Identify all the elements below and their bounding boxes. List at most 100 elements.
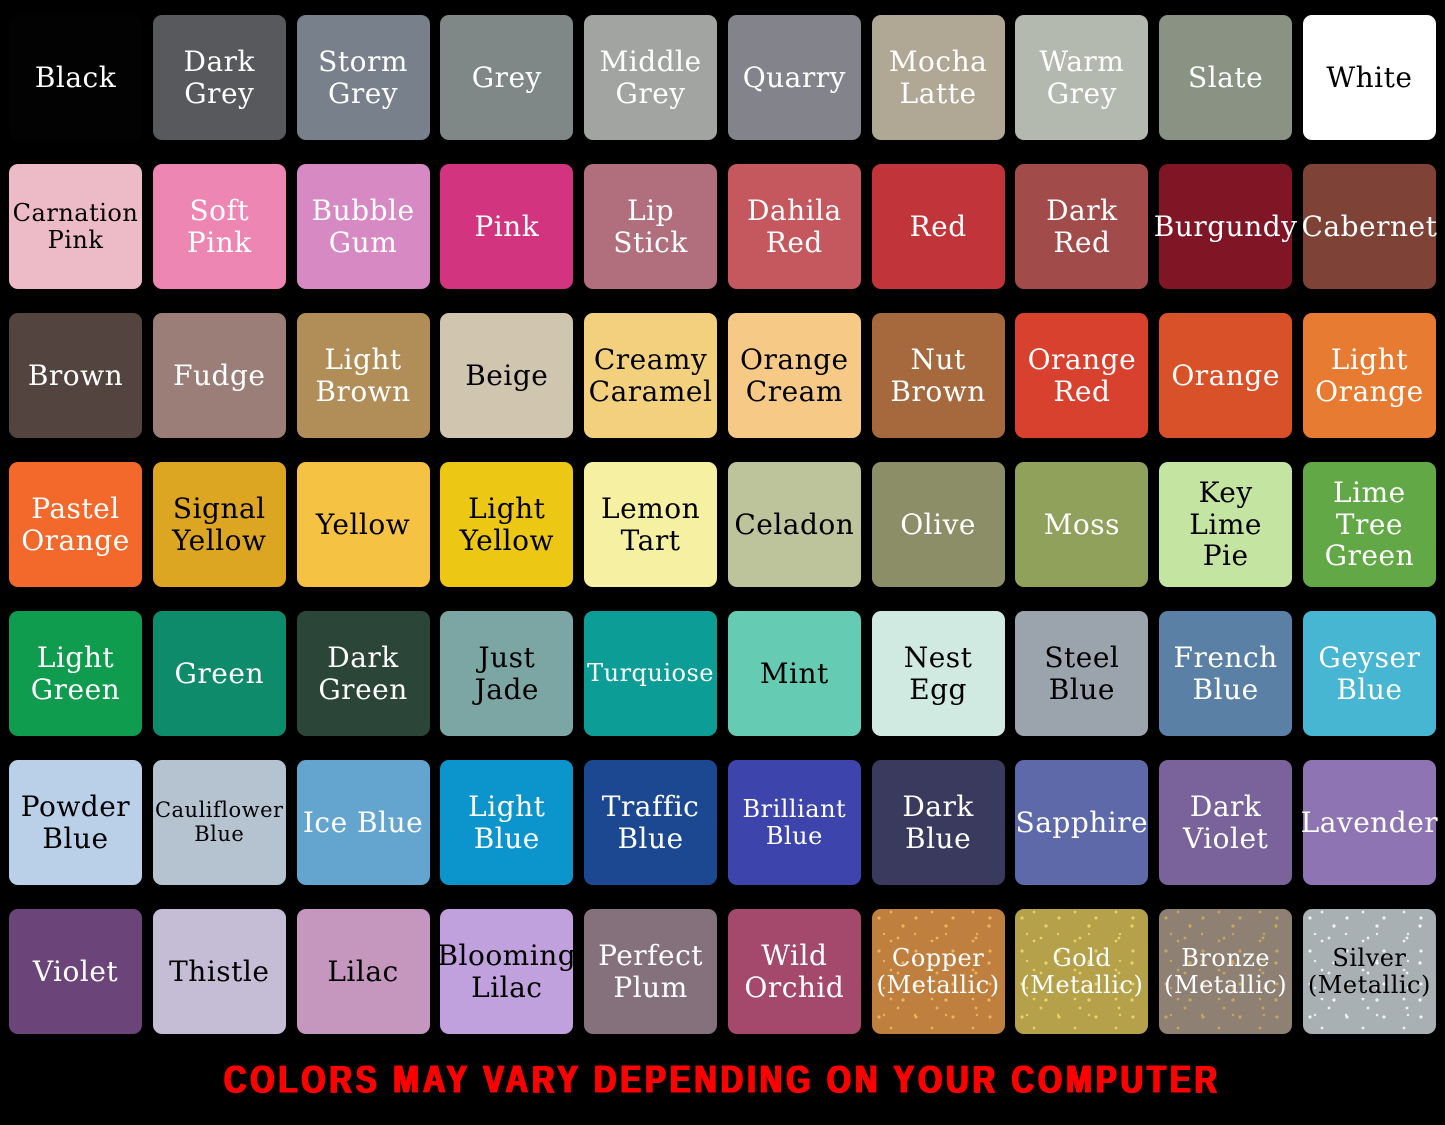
swatch-label: Silver (Metallic) — [1307, 943, 1431, 999]
swatch-label: Light Orange — [1315, 343, 1424, 408]
swatch-label: Dark Grey — [183, 45, 256, 110]
swatch-pastel-orange: Pastel Orange — [9, 462, 142, 587]
swatch-label: Red — [909, 209, 967, 243]
swatch-warm-grey: Warm Grey — [1015, 15, 1149, 140]
swatch-mocha-latte: Mocha Latte — [871, 15, 1005, 140]
swatch-label: Storm Grey — [318, 45, 408, 110]
swatch-grid: Black Dark Grey Storm Grey Grey Middle G… — [9, 15, 1439, 1034]
swatch-copper-metallic: Copper (Metallic) — [872, 909, 1005, 1034]
swatch-green: Green — [152, 611, 286, 736]
swatch-label: Light Blue — [468, 790, 546, 855]
swatch-dark-violet: Dark Violet — [1159, 760, 1293, 885]
swatch-dahila-red: Dahila Red — [727, 164, 861, 289]
swatch-label: Orange Cream — [740, 343, 849, 408]
swatch-label: Nest Egg — [903, 641, 973, 706]
swatch-label: French Blue — [1173, 641, 1278, 706]
swatch-lilac: Lilac — [296, 909, 430, 1034]
swatch-label: Cabernet — [1301, 209, 1438, 243]
swatch-label: Orange — [1171, 358, 1280, 392]
swatch-steel-blue: Steel Blue — [1015, 611, 1149, 736]
swatch-bronze-metallic: Bronze (Metallic) — [1159, 909, 1292, 1034]
swatch-label: Geyser Blue — [1318, 641, 1421, 706]
swatch-label: Bubble Gum — [311, 194, 415, 259]
swatch-label: Bronze (Metallic) — [1164, 943, 1288, 999]
swatch-traffic-blue: Traffic Blue — [584, 760, 718, 885]
swatch-turquiose: Turquiose — [584, 611, 718, 736]
swatch-just-jade: Just Jade — [440, 611, 574, 736]
swatch-lime-tree-green: Lime Tree Green — [1302, 462, 1436, 587]
swatch-burgundy: Burgundy — [1154, 164, 1297, 289]
swatch-label: Brown — [27, 358, 124, 392]
swatch-label: Light Green — [30, 641, 121, 706]
swatch-creamy-caramel: Creamy Caramel — [584, 313, 718, 438]
swatch-orange: Orange — [1159, 313, 1293, 438]
swatch-bubble-gum: Bubble Gum — [296, 164, 430, 289]
swatch-brilliant-blue: Brilliant Blue — [727, 760, 861, 885]
swatch-label: Fudge — [173, 358, 266, 392]
swatch-beige: Beige — [440, 313, 574, 438]
swatch-label: Middle Grey — [599, 45, 702, 110]
swatch-label: Brilliant Blue — [742, 794, 847, 850]
swatch-label: Lavender — [1300, 805, 1439, 839]
swatch-label: Lip Stick — [613, 194, 688, 259]
swatch-label: Turquiose — [587, 659, 715, 688]
swatch-blooming-lilac: Blooming Lilac — [437, 909, 576, 1034]
swatch-label: Green — [174, 656, 264, 690]
swatch-label: Key Lime Pie — [1189, 476, 1262, 573]
swatch-label: Dark Green — [318, 641, 408, 706]
swatch-fudge: Fudge — [152, 313, 286, 438]
swatch-label: Steel Blue — [1044, 641, 1120, 706]
swatch-cabernet: Cabernet — [1301, 164, 1438, 289]
swatch-light-orange: Light Orange — [1302, 313, 1436, 438]
swatch-lemon-tart: Lemon Tart — [584, 462, 718, 587]
swatch-label: Lemon Tart — [601, 492, 701, 557]
swatch-gold-metallic: Gold (Metallic) — [1015, 909, 1148, 1034]
swatch-label: Creamy Caramel — [588, 343, 713, 408]
swatch-storm-grey: Storm Grey — [296, 15, 430, 140]
swatch-label: Dark Violet — [1182, 790, 1269, 855]
swatch-label: Wild Orchid — [744, 939, 845, 1004]
swatch-violet: Violet — [9, 909, 142, 1034]
swatch-label: Gold (Metallic) — [1020, 943, 1144, 999]
swatch-label: Light Yellow — [459, 492, 554, 557]
swatch-label: Lime Tree Green — [1324, 476, 1415, 573]
swatch-soft-pink: Soft Pink — [152, 164, 286, 289]
swatch-label: Pastel Orange — [21, 492, 130, 557]
swatch-nut-brown: Nut Brown — [871, 313, 1005, 438]
swatch-celadon: Celadon — [727, 462, 861, 587]
swatch-grey: Grey — [440, 15, 574, 140]
swatch-nest-egg: Nest Egg — [871, 611, 1005, 736]
swatch-geyser-blue: Geyser Blue — [1302, 611, 1436, 736]
swatch-olive: Olive — [871, 462, 1005, 587]
swatch-dark-red: Dark Red — [1015, 164, 1149, 289]
swatch-label: Powder Blue — [20, 790, 131, 855]
swatch-label: Black — [34, 60, 117, 94]
swatch-label: Perfect Plum — [598, 939, 704, 1004]
swatch-orange-red: Orange Red — [1015, 313, 1149, 438]
swatch-label: Carnation Pink — [12, 198, 139, 254]
swatch-lip-stick: Lip Stick — [584, 164, 718, 289]
swatch-light-brown: Light Brown — [296, 313, 430, 438]
swatch-label: Just Jade — [474, 641, 539, 706]
swatch-dark-grey: Dark Grey — [152, 15, 286, 140]
swatch-label: Burgundy — [1153, 209, 1298, 243]
swatch-light-yellow: Light Yellow — [440, 462, 574, 587]
swatch-label: Orange Red — [1027, 343, 1137, 408]
swatch-label: Traffic Blue — [601, 790, 700, 855]
swatch-sapphire: Sapphire — [1015, 760, 1149, 885]
swatch-label: Warm Grey — [1039, 45, 1125, 110]
swatch-label: Soft Pink — [186, 194, 252, 259]
swatch-label: Celadon — [734, 507, 855, 541]
swatch-mint: Mint — [727, 611, 861, 736]
swatch-label: Beige — [465, 358, 549, 392]
swatch-label: Yellow — [315, 507, 411, 541]
swatch-label: Sapphire — [1015, 805, 1149, 839]
swatch-middle-grey: Middle Grey — [584, 15, 718, 140]
swatch-label: White — [1326, 60, 1413, 94]
swatch-label: Slate — [1188, 60, 1264, 94]
swatch-carnation-pink: Carnation Pink — [9, 164, 142, 289]
swatch-thistle: Thistle — [152, 909, 286, 1034]
swatch-label: Violet — [32, 954, 119, 988]
swatch-perfect-plum: Perfect Plum — [584, 909, 718, 1034]
